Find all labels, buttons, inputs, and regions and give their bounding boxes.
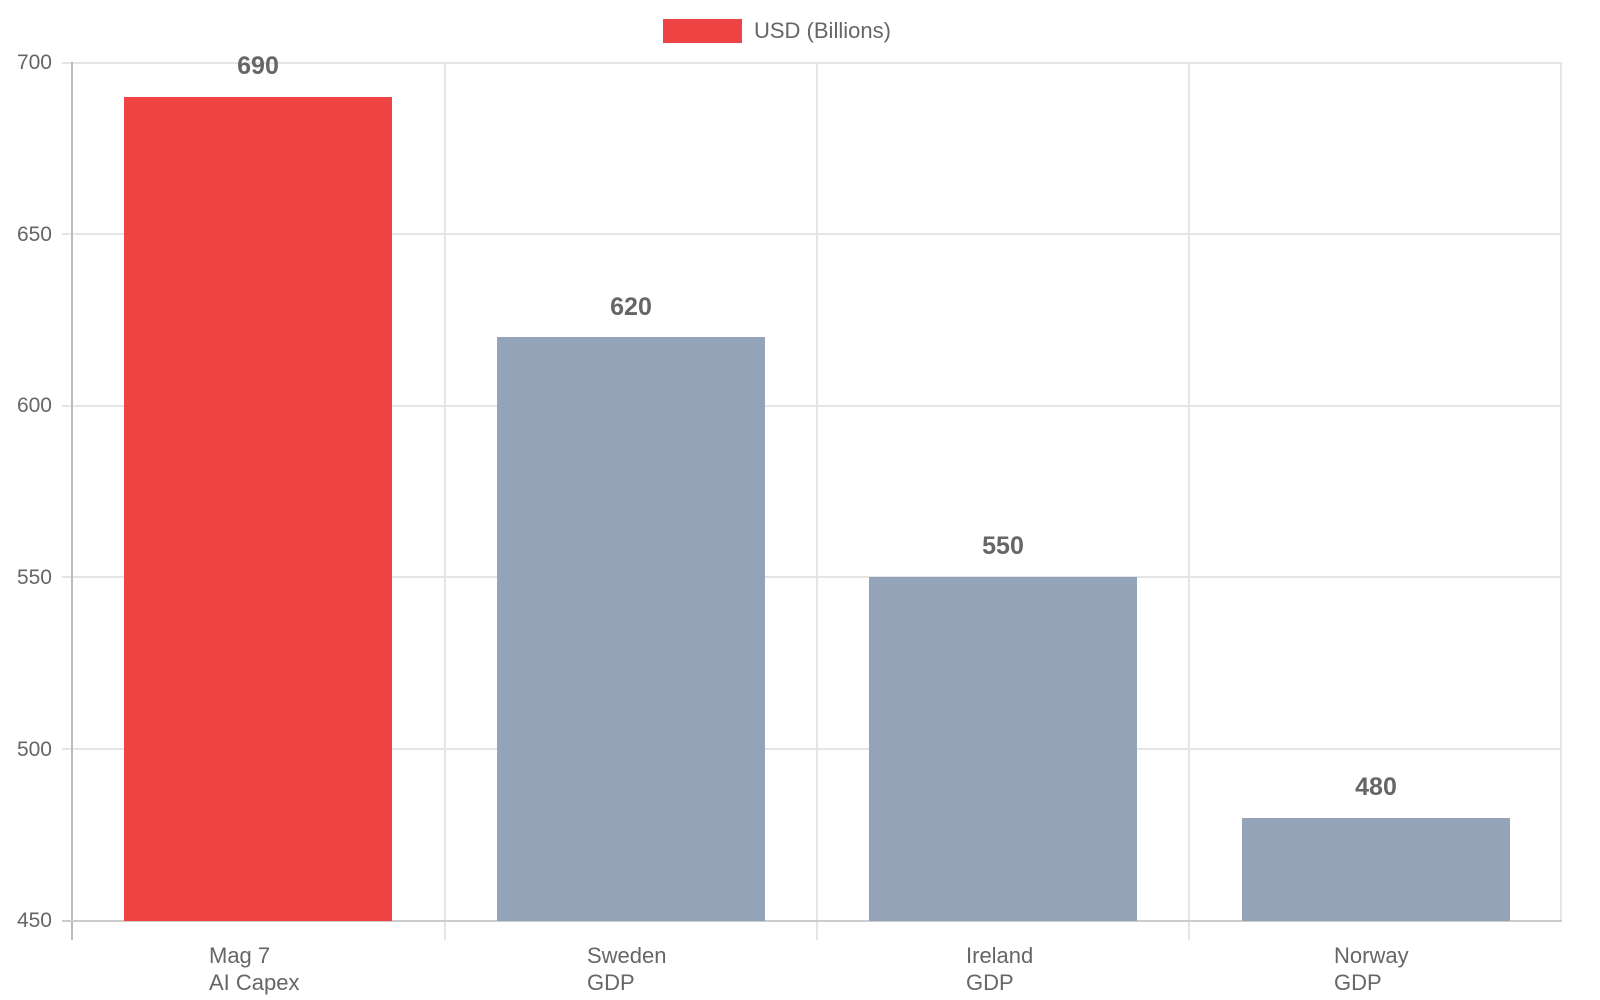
bar-value-label: 550 <box>982 532 1024 560</box>
bar-value-label: 690 <box>237 52 279 80</box>
x-label-line2: GDP <box>966 970 1014 995</box>
y-tick-label: 700 <box>16 51 52 74</box>
x-label-line1: Norway <box>1334 943 1409 968</box>
x-label-line2: GDP <box>1334 970 1382 995</box>
gridline-550 <box>62 576 1562 578</box>
x-label-line1: Mag 7 <box>209 943 271 968</box>
bar-value-label: 620 <box>610 293 652 321</box>
x-label-line2: GDP <box>587 970 635 995</box>
x-tick-label-sweden: Sweden GDP <box>587 942 667 996</box>
x-label-line1: Ireland <box>966 943 1034 968</box>
x-axis <box>62 920 1562 922</box>
y-tick-label: 600 <box>16 394 52 417</box>
bar-value-label: 480 <box>1355 773 1397 801</box>
gridline-v1 <box>444 62 446 940</box>
y-tick-label: 450 <box>16 909 52 932</box>
gridline-600 <box>62 405 1562 407</box>
x-tick-label-norway: Norway GDP <box>1334 942 1409 996</box>
bar-mag7-ai-capex[interactable] <box>124 97 392 921</box>
gridline-v4 <box>1560 62 1562 921</box>
gridline-700 <box>62 62 1562 64</box>
x-label-line1: Sweden <box>587 943 667 968</box>
x-tick-label-ireland: Ireland GDP <box>966 942 1033 996</box>
gridline-650 <box>62 233 1562 235</box>
legend-swatch <box>663 19 742 43</box>
bar-norway-gdp[interactable] <box>1242 818 1510 921</box>
legend-label: USD (Billions) <box>754 18 891 43</box>
y-tick-label: 650 <box>16 223 52 246</box>
x-tick-label-mag7: Mag 7 AI Capex <box>209 942 300 996</box>
bar-ireland-gdp[interactable] <box>869 577 1137 921</box>
y-tick-label: 550 <box>16 566 52 589</box>
y-tick-label: 500 <box>16 738 52 761</box>
bar-sweden-gdp[interactable] <box>497 337 765 921</box>
gridline-v2 <box>816 62 818 940</box>
y-axis <box>71 62 73 940</box>
x-label-line2: AI Capex <box>209 970 300 995</box>
gridline-500 <box>62 748 1562 750</box>
chart-legend[interactable]: USD (Billions) <box>663 18 891 43</box>
gridline-v3 <box>1188 62 1190 940</box>
